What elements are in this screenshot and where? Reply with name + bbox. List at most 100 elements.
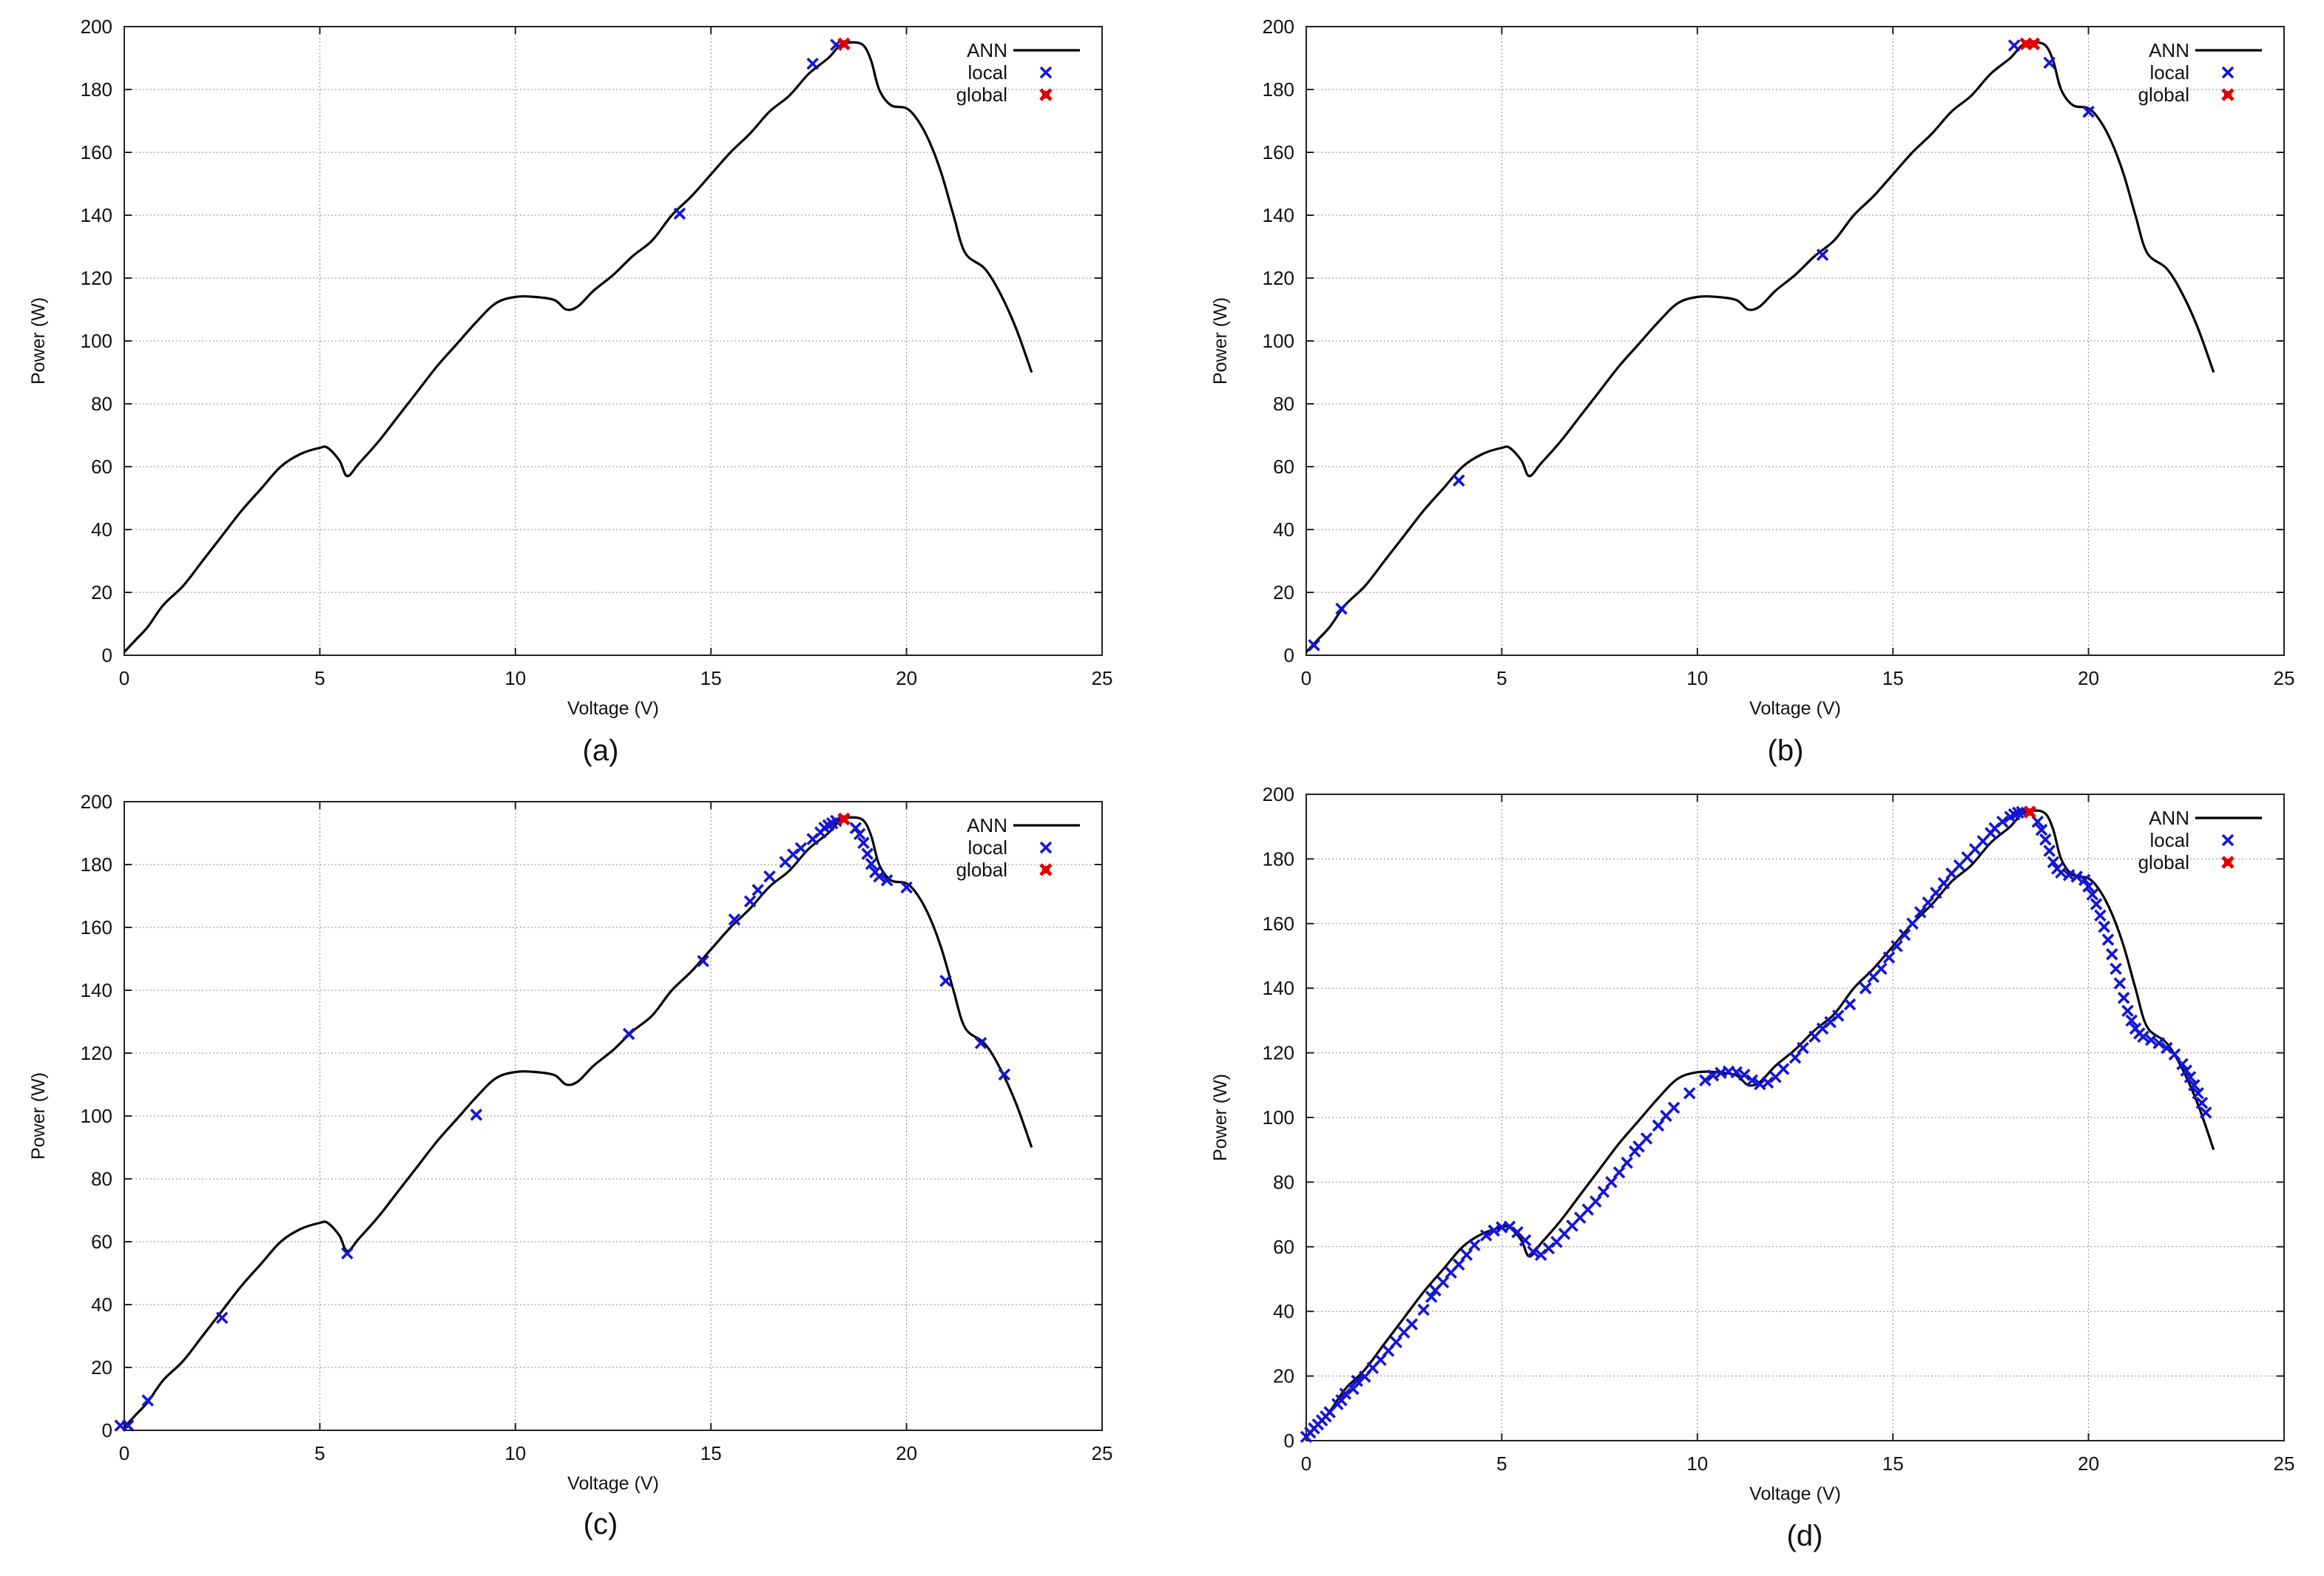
local-point	[1308, 639, 1320, 652]
local-point	[1730, 1066, 1743, 1079]
local-point	[857, 836, 870, 849]
legend-swatch-global-core	[2224, 91, 2232, 98]
local-point	[1405, 1318, 1419, 1330]
y-tick-label: 60	[91, 1231, 112, 1253]
local-point	[2168, 1048, 2181, 1061]
legend-label-ann: ANN	[967, 814, 1007, 836]
series-line-ann	[123, 816, 1033, 1428]
x-tick-label: 0	[1301, 667, 1311, 689]
local-point	[1706, 1069, 1720, 1082]
local-point	[2039, 833, 2052, 846]
local-point	[1797, 1041, 1809, 1055]
local-point	[2109, 962, 2122, 975]
x-tick-label: 15	[700, 667, 722, 689]
local-point	[861, 848, 874, 860]
local-point	[1503, 1220, 1516, 1233]
x-tick-label: 10	[1686, 667, 1708, 689]
local-point	[2199, 1106, 2212, 1119]
global-point-core	[840, 40, 848, 48]
local-point	[1882, 951, 1896, 964]
local-point	[1996, 815, 2009, 828]
y-tick-label: 80	[91, 1168, 112, 1190]
y-tick-label: 60	[91, 456, 112, 478]
y-tick-label: 140	[1263, 977, 1294, 999]
local-point	[1621, 1156, 1633, 1169]
local-point	[1460, 1248, 1473, 1261]
x-axis-title: Voltage (V)	[1749, 1484, 1841, 1504]
local-point	[849, 822, 862, 834]
legend-label-global: global	[956, 84, 1007, 106]
local-point	[2055, 866, 2067, 879]
y-tick-label: 20	[1273, 1365, 1294, 1387]
y-axis-title: Power (W)	[28, 297, 49, 385]
local-point	[880, 873, 894, 887]
local-point	[1746, 1074, 1759, 1087]
local-point	[743, 895, 757, 907]
x-tick-label: 0	[119, 667, 129, 689]
local-point	[1479, 1229, 1493, 1242]
local-point	[1487, 1224, 1501, 1237]
y-tick-label: 180	[81, 78, 112, 101]
local-point	[1335, 602, 1348, 615]
y-tick-label: 0	[102, 1419, 112, 1441]
y-tick-label: 60	[1273, 1236, 1294, 1258]
local-point	[1761, 1076, 1774, 1089]
y-tick-label: 100	[81, 1105, 112, 1127]
chart-panel-c: 0 5 10 15 20 25 0 20 40 60 80 100 120 140 160 180 200 Vol…	[28, 791, 1112, 1541]
y-tick-label: 160	[81, 916, 112, 939]
y-tick-label: 0	[1284, 644, 1294, 666]
local-point	[873, 870, 885, 883]
y-tick-label: 160	[1263, 141, 1294, 163]
global-point-core	[2026, 808, 2034, 816]
y-tick-label: 100	[1263, 1106, 1294, 1129]
local-point	[751, 884, 764, 896]
y-tick-label: 60	[1273, 456, 1294, 478]
local-point	[2043, 845, 2056, 857]
local-point	[2176, 1058, 2189, 1071]
chart-panel-d: 0 5 10 15 20 25 0 20 40 60 80 100 120 140 160 180 200 Vol…	[1210, 783, 2294, 1552]
local-point	[1652, 1119, 1665, 1132]
legend-swatch-global-core	[1042, 866, 1050, 873]
legend-label-global: global	[2138, 851, 2189, 873]
x-axis-title: Voltage (V)	[567, 698, 659, 719]
global-point-core	[2030, 40, 2038, 48]
x-tick-label: 20	[2078, 667, 2099, 689]
local-point	[1452, 1258, 1465, 1271]
local-point	[2047, 856, 2060, 869]
x-axis-title: Voltage (V)	[567, 1473, 659, 1494]
local-point	[1417, 1303, 1430, 1316]
local-point	[2183, 1071, 2197, 1083]
x-tick-label: 15	[1882, 1452, 1904, 1475]
local-point	[998, 1068, 1011, 1081]
y-tick-label: 200	[81, 791, 112, 813]
local-point	[2121, 1004, 2134, 1018]
legend-label-ann: ANN	[967, 39, 1007, 61]
panel-caption: (a)	[583, 734, 619, 767]
y-tick-label: 80	[1273, 1171, 1294, 1193]
local-point	[2180, 1064, 2193, 1077]
local-point	[1590, 1195, 1602, 1208]
y-tick-label: 40	[91, 518, 112, 541]
legend-swatch-global-core	[2224, 859, 2232, 866]
y-tick-label: 160	[81, 141, 112, 163]
x-tick-label: 25	[2274, 667, 2295, 689]
panel-caption: (b)	[1768, 734, 1804, 767]
y-tick-label: 0	[1284, 1430, 1294, 1452]
local-point	[2106, 948, 2118, 961]
y-tick-label: 40	[91, 1293, 112, 1316]
y-tick-label: 20	[1273, 581, 1294, 603]
x-tick-label: 5	[314, 667, 325, 689]
y-tick-label: 80	[91, 393, 112, 415]
x-tick-label: 5	[314, 1442, 325, 1464]
y-tick-label: 180	[1263, 848, 1294, 870]
local-point	[1816, 248, 1829, 261]
chart-panel-b: 0 5 10 15 20 25 0 20 40 60 80 100 120 140 160 180 200 Vol…	[1210, 16, 2294, 767]
y-tick-label: 120	[81, 267, 112, 289]
y-tick-label: 200	[81, 16, 112, 38]
local-point	[1519, 1234, 1532, 1247]
local-point	[1468, 1239, 1481, 1251]
local-point	[794, 842, 808, 855]
x-tick-label: 15	[1882, 667, 1904, 689]
local-point	[2012, 806, 2024, 819]
y-tick-label: 100	[81, 330, 112, 352]
